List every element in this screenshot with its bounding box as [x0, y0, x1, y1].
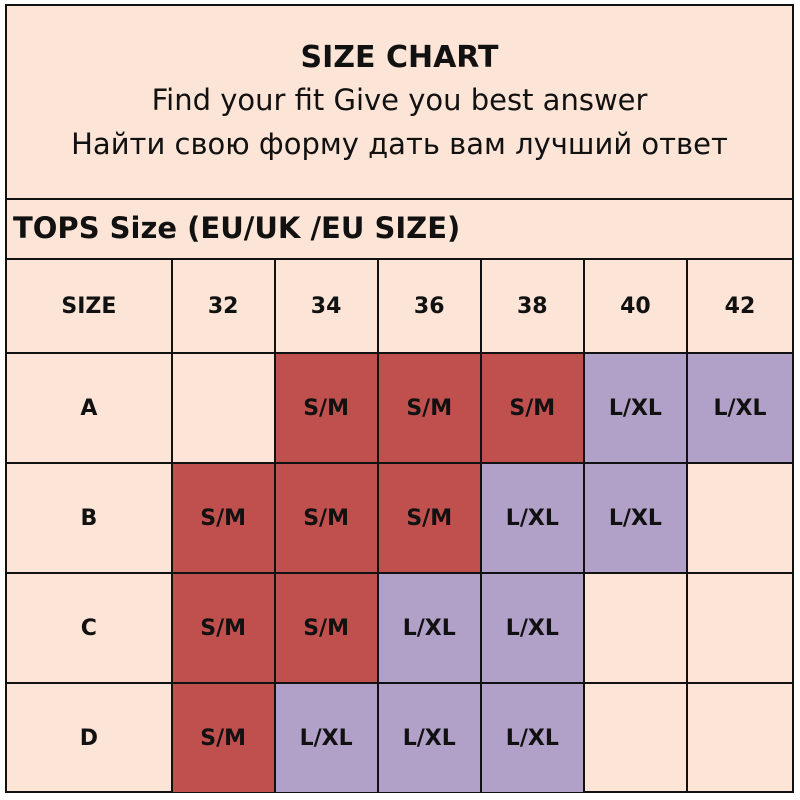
- subtitle-english: Find your fit Give you best answer: [151, 83, 648, 117]
- size-cell: [582, 682, 688, 792]
- column-header: 34: [273, 260, 379, 354]
- size-cell: S/M: [479, 352, 585, 464]
- column-header: SIZE: [7, 260, 173, 354]
- size-cell: [685, 462, 792, 574]
- table-row: D S/M L/XL L/XL L/XL: [7, 682, 792, 792]
- column-header: 32: [170, 260, 276, 354]
- subtitle-russian: Найти свою форму дать вам лучший ответ: [71, 127, 728, 161]
- title-block: SIZE CHART Find your fit Give you best a…: [7, 6, 792, 200]
- size-cell: L/XL: [479, 682, 585, 792]
- size-cell: S/M: [273, 462, 379, 574]
- size-cell: S/M: [376, 352, 482, 464]
- size-cell: S/M: [376, 462, 482, 574]
- table-row: C S/M S/M L/XL L/XL: [7, 572, 792, 684]
- section-title: TOPS Size (EU/UK /EU SIZE): [7, 200, 792, 260]
- size-cell: [685, 682, 792, 792]
- size-cell: [170, 352, 276, 464]
- size-cell: S/M: [273, 572, 379, 684]
- chart-title: SIZE CHART: [300, 40, 499, 75]
- size-cell: S/M: [273, 352, 379, 464]
- size-cell: L/XL: [273, 682, 379, 792]
- size-cell: L/XL: [582, 462, 688, 574]
- size-table: SIZE 32 34 36 38 40 42 A S/M S/M S/M L/XL L/XL B S/M S/…: [7, 260, 792, 792]
- size-cell: L/XL: [582, 352, 688, 464]
- row-label: B: [7, 462, 173, 574]
- column-header: 36: [376, 260, 482, 354]
- column-header: 40: [582, 260, 688, 354]
- table-row: A S/M S/M S/M L/XL L/XL: [7, 352, 792, 464]
- row-label: C: [7, 572, 173, 684]
- row-label: A: [7, 352, 173, 464]
- header-row: SIZE 32 34 36 38 40 42: [7, 260, 792, 354]
- size-cell: [685, 572, 792, 684]
- size-cell: S/M: [170, 462, 276, 574]
- column-header: 38: [479, 260, 585, 354]
- column-header: 42: [685, 260, 792, 354]
- size-cell: S/M: [170, 572, 276, 684]
- row-label: D: [7, 682, 173, 792]
- size-cell: L/XL: [376, 572, 482, 684]
- size-cell: L/XL: [479, 572, 585, 684]
- size-chart: SIZE CHART Find your fit Give you best a…: [5, 4, 794, 793]
- size-cell: L/XL: [376, 682, 482, 792]
- size-cell: [582, 572, 688, 684]
- table-row: B S/M S/M S/M L/XL L/XL: [7, 462, 792, 574]
- size-cell: L/XL: [685, 352, 792, 464]
- size-cell: S/M: [170, 682, 276, 792]
- size-cell: L/XL: [479, 462, 585, 574]
